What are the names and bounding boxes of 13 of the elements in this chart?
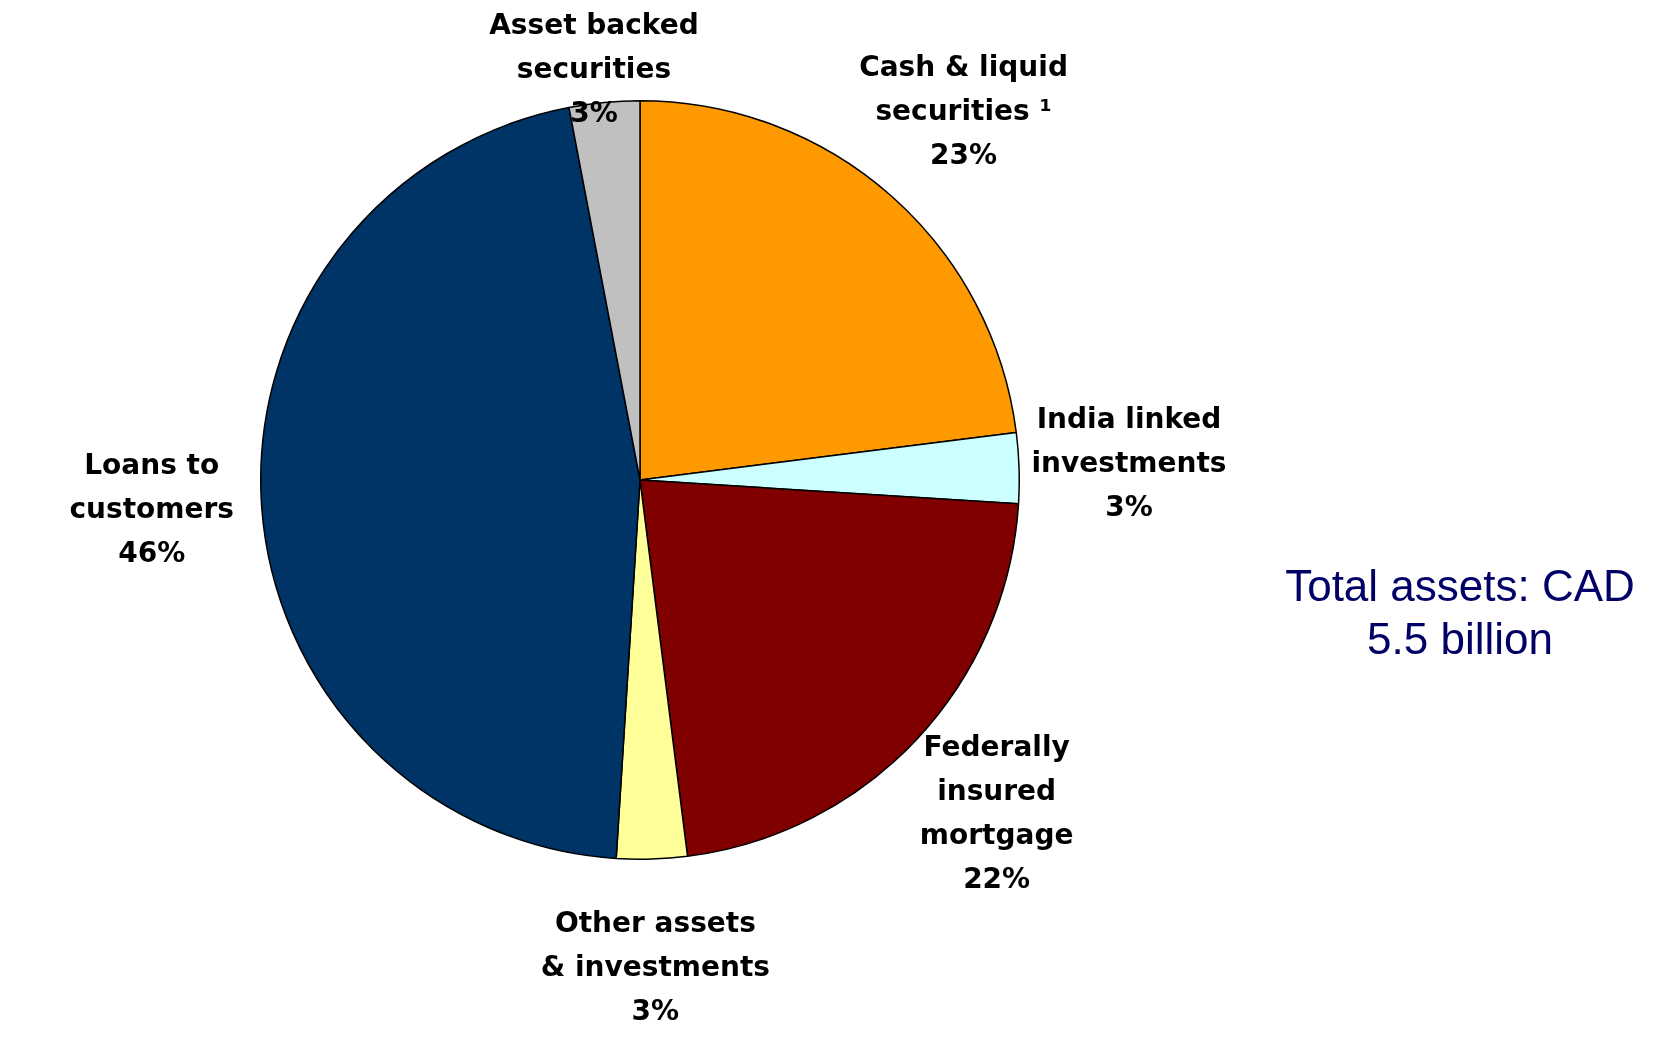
- text: Total assets: CAD 5.5 billion: [1284, 560, 1636, 665]
- slice-label: Loans to customers: [69, 448, 234, 525]
- data-label: 23%: [930, 138, 998, 172]
- data-label: 22%: [963, 862, 1031, 896]
- data-label: 3%: [631, 994, 680, 1028]
- data-label: 3%: [570, 96, 618, 130]
- data-label: 3%: [1105, 489, 1153, 523]
- slice-label: Cash & liquid securities ¹: [859, 50, 1068, 128]
- slice-label: Other assets & investments: [540, 906, 770, 984]
- data-label: 46%: [118, 536, 186, 569]
- slice-label: Federally insured mortgage: [919, 730, 1074, 852]
- slice-label: India linked investments: [1031, 401, 1227, 479]
- slice-label: Asset backed securities: [489, 8, 699, 86]
